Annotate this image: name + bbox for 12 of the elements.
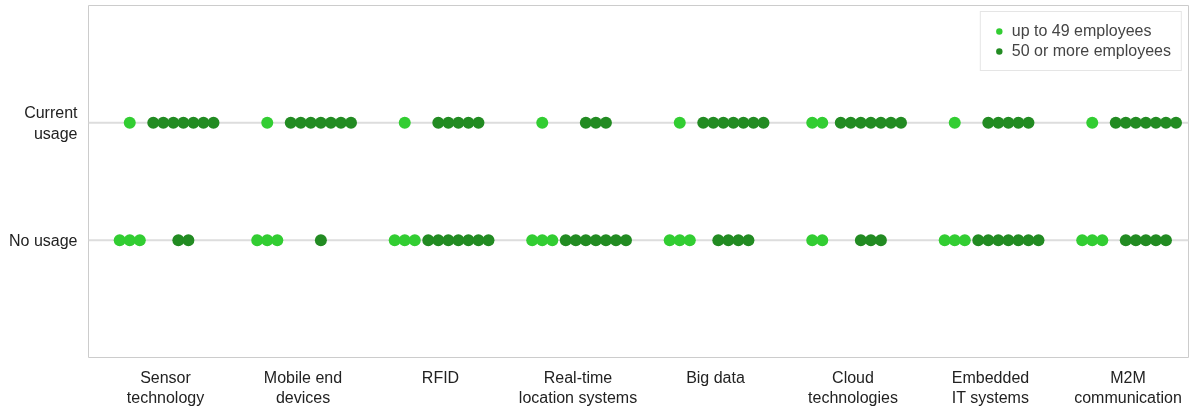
x-tick-label: RFID [421, 368, 460, 386]
x-tick-label: Real-time location systems [518, 368, 638, 406]
ref-line-label: Current usage [24, 104, 79, 142]
x-tick-label: Mobile end devices [263, 368, 343, 406]
ref-line-label: No usage [9, 231, 78, 249]
x-tick-label: Cloud technologies [808, 368, 898, 406]
x-tick-label: M2M communication [1074, 368, 1182, 406]
legend-label: up to 49 employees [1011, 22, 1152, 40]
x-tick-label: Sensor technology [126, 368, 205, 406]
x-tick-label: Big data [686, 368, 745, 386]
x-tick-label: Embedded IT systems [951, 368, 1030, 406]
legend-label: 50 or more employees [1011, 42, 1171, 60]
